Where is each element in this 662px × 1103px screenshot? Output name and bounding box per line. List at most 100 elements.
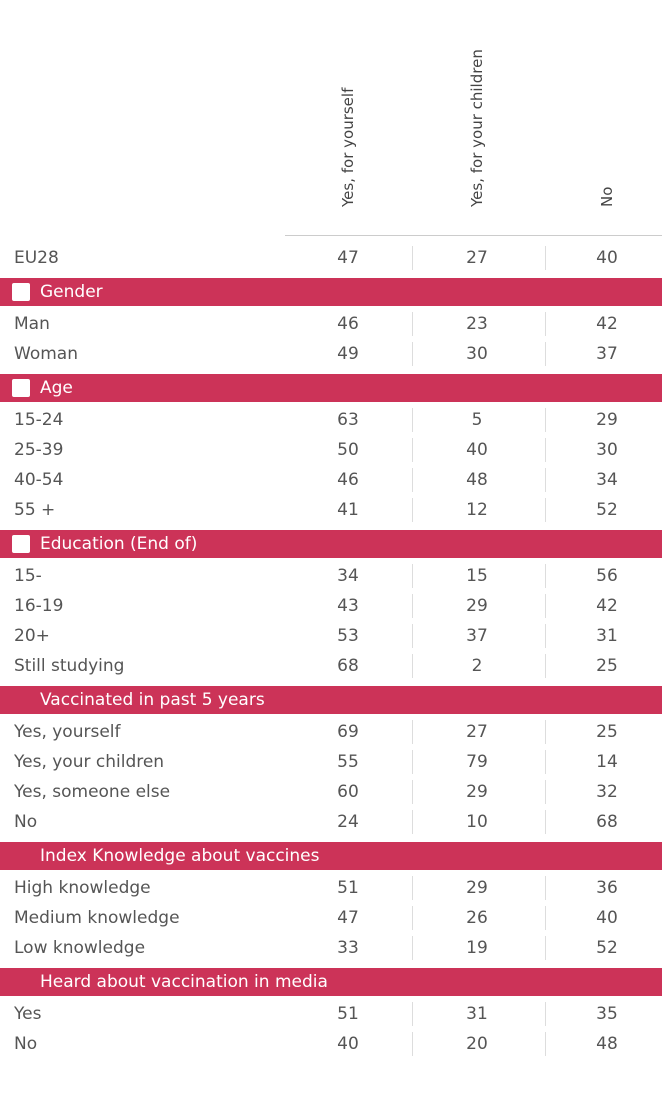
cell-separator xyxy=(412,876,413,900)
cell-value: 31 xyxy=(596,626,618,646)
cell-value: 46 xyxy=(337,314,359,334)
column-header: Yes, for your children xyxy=(468,49,486,207)
cell-value: 79 xyxy=(466,752,488,772)
cell-value: 49 xyxy=(337,344,359,364)
data-row: 55 + 41 12 52 xyxy=(0,496,662,524)
cell-value: 34 xyxy=(337,566,359,586)
cell-value: 35 xyxy=(596,1004,618,1024)
cell-value: 19 xyxy=(466,938,488,958)
section-title: Age xyxy=(40,378,73,398)
cell-value: 40 xyxy=(596,248,618,268)
cell-separator xyxy=(412,468,413,492)
column-header-box: No xyxy=(587,0,627,235)
cell-separator xyxy=(412,342,413,366)
row-label: Yes, your children xyxy=(14,752,165,772)
section-title: Vaccinated in past 5 years xyxy=(40,690,265,710)
cell-separator xyxy=(412,906,413,930)
row-label: High knowledge xyxy=(14,878,151,898)
row-label: Yes, yourself xyxy=(14,722,121,742)
cell-value: 2 xyxy=(471,656,483,676)
row-label: Yes, someone else xyxy=(14,782,171,802)
row-label: 20+ xyxy=(14,626,50,646)
cell-separator xyxy=(412,594,413,618)
cell-value: 27 xyxy=(466,722,488,742)
cell-value: 40 xyxy=(337,1034,359,1054)
cell-separator xyxy=(545,468,546,492)
row-label: Man xyxy=(14,314,50,334)
cell-separator xyxy=(412,564,413,588)
cell-value: 51 xyxy=(337,1004,359,1024)
section-icon xyxy=(12,283,30,301)
data-row: 15- 34 15 56 xyxy=(0,562,662,590)
data-row: Woman 49 30 37 xyxy=(0,340,662,368)
column-header: No xyxy=(598,186,616,207)
cell-value: 47 xyxy=(337,248,359,268)
cell-value: 46 xyxy=(337,470,359,490)
cell-separator xyxy=(412,810,413,834)
cell-value: 68 xyxy=(596,812,618,832)
data-row: Medium knowledge 47 26 40 xyxy=(0,904,662,932)
data-row: Yes, someone else 60 29 32 xyxy=(0,778,662,806)
cell-value: 30 xyxy=(596,440,618,460)
cell-value: 27 xyxy=(466,248,488,268)
cell-value: 40 xyxy=(466,440,488,460)
cell-value: 52 xyxy=(596,938,618,958)
cell-value: 36 xyxy=(596,878,618,898)
cell-separator xyxy=(412,438,413,462)
data-row: Man 46 23 42 xyxy=(0,310,662,338)
cell-separator xyxy=(545,720,546,744)
row-label: Woman xyxy=(14,344,78,364)
cell-separator xyxy=(545,312,546,336)
cell-separator xyxy=(545,408,546,432)
cell-separator xyxy=(412,1002,413,1026)
cell-value: 20 xyxy=(466,1034,488,1054)
data-row: 15-24 63 5 29 xyxy=(0,406,662,434)
cell-value: 29 xyxy=(466,596,488,616)
data-row: Yes 51 31 35 xyxy=(0,1000,662,1028)
cell-separator xyxy=(545,654,546,678)
cell-value: 37 xyxy=(596,344,618,364)
section-header: Vaccinated in past 5 years xyxy=(0,686,662,714)
cell-value: 53 xyxy=(337,626,359,646)
row-label: Low knowledge xyxy=(14,938,146,958)
cell-separator xyxy=(412,936,413,960)
cell-value: 42 xyxy=(596,596,618,616)
row-label: No xyxy=(14,812,38,832)
cell-value: 48 xyxy=(466,470,488,490)
cell-value: 24 xyxy=(337,812,359,832)
row-label: No xyxy=(14,1034,38,1054)
data-row: High knowledge 51 29 36 xyxy=(0,874,662,902)
row-label: Medium knowledge xyxy=(14,908,180,928)
cell-value: 60 xyxy=(337,782,359,802)
row-label: Yes xyxy=(14,1004,42,1024)
cell-value: 56 xyxy=(596,566,618,586)
cell-value: 29 xyxy=(596,410,618,430)
cell-separator xyxy=(412,312,413,336)
cell-separator xyxy=(412,780,413,804)
cell-value: 43 xyxy=(337,596,359,616)
cell-separator xyxy=(412,624,413,648)
cell-value: 48 xyxy=(596,1034,618,1054)
cell-separator xyxy=(412,246,413,270)
cell-value: 30 xyxy=(466,344,488,364)
section-header: Heard about vaccination in media xyxy=(0,968,662,996)
cell-value: 47 xyxy=(337,908,359,928)
section-title: Education (End of) xyxy=(40,534,198,554)
cell-separator xyxy=(545,1032,546,1056)
cell-value: 37 xyxy=(466,626,488,646)
section-header: Age xyxy=(0,374,662,402)
cell-value: 42 xyxy=(596,314,618,334)
cell-value: 52 xyxy=(596,500,618,520)
cell-separator xyxy=(545,624,546,648)
row-label: 15- xyxy=(14,566,42,586)
cell-value: 41 xyxy=(337,500,359,520)
cell-separator xyxy=(412,498,413,522)
cell-separator xyxy=(545,876,546,900)
data-row: 40-54 46 48 34 xyxy=(0,466,662,494)
cell-separator xyxy=(545,594,546,618)
column-header-box: Yes, for yourself xyxy=(328,0,368,235)
cell-value: 12 xyxy=(466,500,488,520)
section-header: Education (End of) xyxy=(0,530,662,558)
cell-value: 40 xyxy=(596,908,618,928)
